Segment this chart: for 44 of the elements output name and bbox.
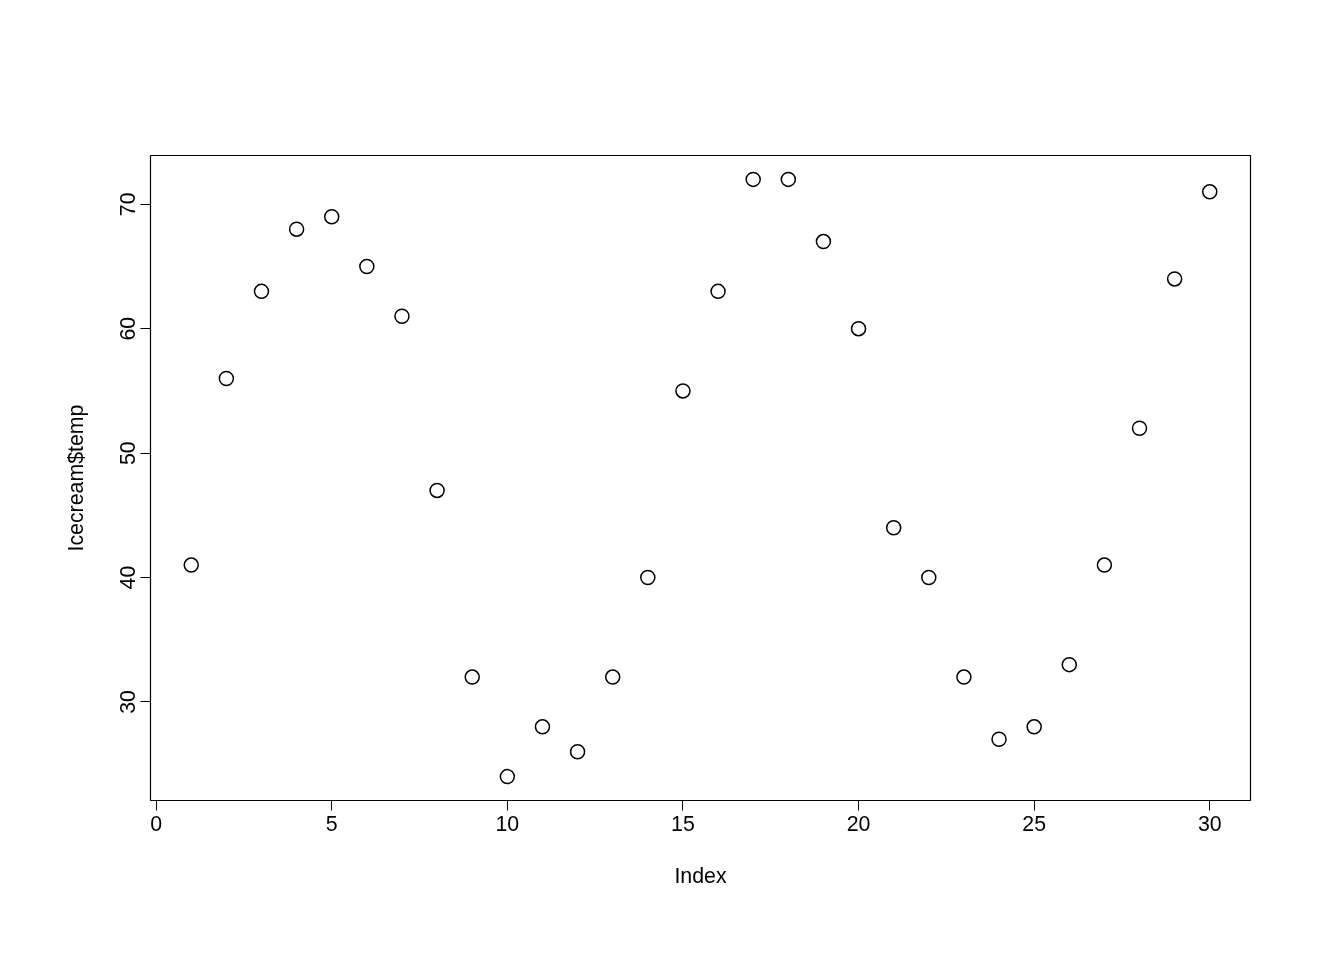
x-axis-title: Index — [674, 863, 727, 888]
x-tick-label: 30 — [1197, 811, 1222, 836]
point — [323, 208, 340, 225]
point — [359, 258, 375, 275]
point — [464, 669, 480, 685]
point — [1202, 184, 1218, 200]
point — [534, 719, 551, 735]
point — [815, 233, 832, 250]
point — [569, 743, 586, 760]
x-tick-label: 25 — [1022, 811, 1047, 836]
x-tick-label: 20 — [846, 811, 871, 836]
point — [780, 171, 797, 188]
y-tick-label: 40 — [116, 565, 141, 590]
point — [499, 768, 516, 785]
y-tick-label: 70 — [116, 192, 141, 217]
point — [394, 308, 410, 324]
x-tick-label: 5 — [325, 811, 338, 836]
point — [183, 557, 199, 573]
point — [710, 283, 726, 300]
point — [429, 482, 445, 499]
x-tick-label: 0 — [150, 811, 163, 836]
point — [956, 669, 972, 685]
point — [991, 731, 1007, 748]
point — [640, 569, 656, 586]
x-tick-label: 15 — [671, 811, 695, 836]
point — [253, 283, 270, 300]
point — [850, 320, 867, 337]
point — [604, 669, 621, 685]
point — [921, 569, 937, 586]
point — [1096, 557, 1113, 573]
y-tick-label: 50 — [116, 441, 141, 465]
y-tick-label: 60 — [116, 316, 141, 341]
y-tick-label: 30 — [116, 689, 141, 714]
y-axis-title: Icecream$temp — [63, 404, 88, 552]
point — [218, 370, 235, 387]
point — [1061, 656, 1078, 673]
point — [1131, 420, 1148, 436]
point — [675, 383, 691, 399]
point — [1166, 271, 1183, 287]
point — [885, 520, 902, 536]
point — [745, 171, 761, 188]
x-tick-label: 10 — [495, 811, 520, 836]
point — [288, 221, 305, 237]
point — [1026, 719, 1042, 735]
